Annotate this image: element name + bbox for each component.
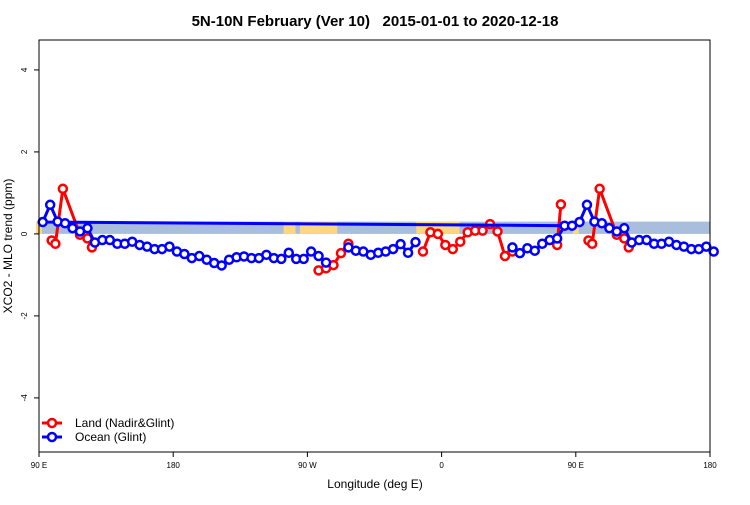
ocean-point xyxy=(708,246,719,257)
ocean-point xyxy=(619,222,630,234)
land-point xyxy=(432,228,444,240)
land-point xyxy=(477,225,488,236)
chart-title: 5N-10N February (Ver 10) 2015-01-01 to 2… xyxy=(192,13,559,30)
legend-ocean-label: Ocean (Glint) xyxy=(75,430,146,444)
ocean-point xyxy=(402,247,414,259)
ocean-point xyxy=(410,236,421,248)
ocean-point xyxy=(179,248,190,260)
ocean-point xyxy=(551,233,563,244)
ocean-point xyxy=(514,247,526,259)
ocean-point xyxy=(507,242,518,253)
land-point xyxy=(594,183,605,195)
legend-land-marker xyxy=(46,417,58,429)
ocean-point xyxy=(305,246,317,257)
ocean-point xyxy=(82,222,93,234)
x-tick-label: 180 xyxy=(703,461,717,470)
land-point xyxy=(492,226,503,237)
plot-frame xyxy=(38,39,711,453)
series-layer xyxy=(37,183,719,276)
ocean-point xyxy=(529,245,541,256)
ocean-point xyxy=(320,257,332,268)
ocean-point xyxy=(37,216,48,228)
land-point xyxy=(440,239,451,251)
y-tick-label: -4 xyxy=(20,394,29,402)
y-tick-label: 2 xyxy=(20,149,29,154)
land-band xyxy=(283,221,296,234)
x-tick-label: 90 E xyxy=(568,461,584,470)
land-point xyxy=(555,199,567,210)
y-tick-label: 4 xyxy=(20,67,29,72)
ocean-point xyxy=(59,217,71,229)
legend-land-label: Land (Nadir&Glint) xyxy=(75,416,174,430)
y-axis: 4 2 0 -2 -4 xyxy=(20,67,39,401)
ocean-point xyxy=(395,238,406,250)
ocean-point xyxy=(574,216,585,228)
land-point xyxy=(499,250,511,262)
ocean-point xyxy=(216,260,227,271)
ocean-point xyxy=(298,253,309,265)
land-point xyxy=(586,238,598,249)
land-point xyxy=(454,236,466,247)
ocean-point xyxy=(581,199,593,211)
ocean-point xyxy=(283,247,295,259)
x-tick-label: 90 W xyxy=(298,461,317,470)
legend-ocean-marker xyxy=(46,431,58,443)
y-tick-label: -2 xyxy=(20,312,29,320)
y-tick-label: 0 xyxy=(20,231,29,236)
y-axis-label: XCO2 - MLO trend (ppm) xyxy=(1,179,15,314)
ocean-point xyxy=(164,241,175,252)
x-tick-label: 180 xyxy=(167,461,181,470)
land-point xyxy=(57,183,69,195)
x-tick-label: 0 xyxy=(439,461,444,470)
land-point xyxy=(50,238,61,249)
ocean-point xyxy=(313,250,324,262)
land-point xyxy=(417,246,429,257)
ocean-point xyxy=(596,217,608,229)
x-tick-label: 90 E xyxy=(31,461,47,470)
land-point xyxy=(335,247,347,259)
ocean-point xyxy=(44,199,56,211)
ocean-point xyxy=(387,243,399,255)
legend: Land (Nadir&Glint) Ocean (Glint) xyxy=(42,416,174,444)
land-point xyxy=(447,243,459,255)
x-axis: 90 E 180 90 W 0 90 E 180 xyxy=(31,452,717,470)
x-axis-label: Longitude (deg E) xyxy=(327,477,422,491)
ocean-point xyxy=(276,253,287,265)
